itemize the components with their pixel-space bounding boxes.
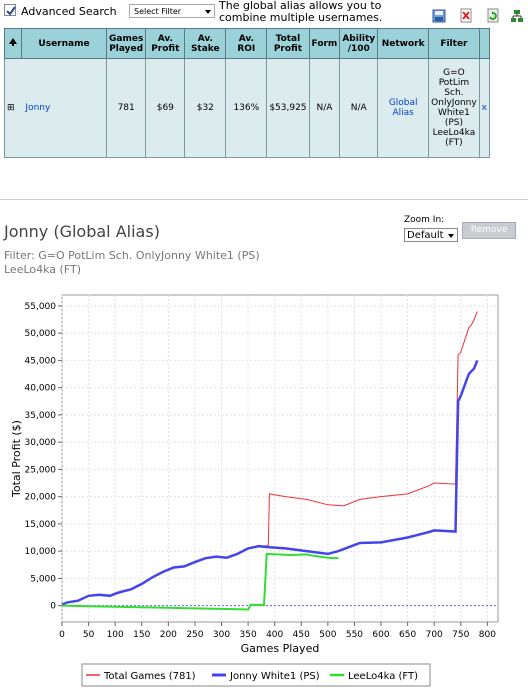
x-tick-label: 500 [319, 630, 336, 640]
table-header-row: Username Games Played Av. Profit Av. Sta… [4, 28, 491, 59]
section-divider [0, 199, 528, 200]
y-tick-label: 35,000 [25, 411, 57, 421]
x-tick-label: 250 [186, 630, 203, 640]
table-row: ⊞ Jonny 781 $69 $32 136% $53,925 N/A N/A… [4, 58, 491, 158]
checkmark-icon [6, 6, 16, 16]
chevron-down-icon [448, 234, 454, 238]
expand-icon[interactable]: ⊞ [7, 103, 15, 113]
username-link[interactable]: Jonny [25, 103, 51, 113]
alias-note: The global alias allows you to combine m… [219, 0, 383, 24]
column-header-username[interactable]: Username [21, 28, 107, 59]
y-tick-label: 0 [50, 602, 56, 612]
column-header-av-profit[interactable]: Av. Profit [145, 28, 186, 59]
column-header-filter[interactable]: Filter [428, 28, 480, 59]
y-tick-label: 10,000 [25, 547, 57, 557]
sort-column-header[interactable] [4, 28, 22, 59]
form-cell: N/A [308, 58, 341, 158]
y-axis-label: Total Profit ($) [10, 420, 23, 498]
column-header-av-stake[interactable]: Av. Stake [184, 28, 227, 59]
chart-title: Jonny (Global Alias) [4, 222, 160, 241]
av-roi-cell: 136% [225, 58, 268, 158]
filter-select[interactable]: Select Filter [129, 4, 215, 18]
remove-button[interactable]: Remove [462, 222, 516, 239]
advanced-search-checkbox[interactable] [4, 4, 16, 16]
y-tick-label: 25,000 [25, 465, 57, 475]
x-tick-label: 300 [213, 630, 230, 640]
x-tick-label: 100 [107, 630, 124, 640]
ability-cell: N/A [339, 58, 379, 158]
column-header-av-roi[interactable]: Av. ROI [225, 28, 268, 59]
column-header-games-played[interactable]: Games Played [105, 28, 147, 59]
x-tick-label: 750 [452, 630, 469, 640]
column-header-ability[interactable]: Ability /100 [339, 28, 379, 59]
x-tick-label: 550 [346, 630, 363, 640]
chevron-down-icon [205, 10, 211, 14]
x-axis-label: Games Played [241, 642, 320, 655]
total-profit-cell: $53,925 [266, 58, 310, 158]
legend-label: Total Games (781) [103, 671, 196, 682]
column-header-network[interactable]: Network [377, 28, 430, 59]
y-tick-label: 15,000 [25, 520, 57, 530]
x-tick-label: 450 [293, 630, 310, 640]
y-tick-label: 45,000 [25, 356, 57, 366]
y-tick-label: 20,000 [25, 493, 57, 503]
column-header-form[interactable]: Form [308, 28, 341, 59]
sort-up-icon [9, 38, 17, 46]
x-tick-label: 650 [399, 630, 416, 640]
plot-area [61, 294, 499, 623]
series-line-3 [61, 552, 339, 611]
x-tick-label: 400 [266, 630, 283, 640]
series-line-2 [61, 359, 479, 606]
column-header-total-profit[interactable]: Total Profit [266, 28, 310, 59]
column-header-remove [478, 28, 491, 59]
av-profit-cell: $69 [145, 58, 186, 158]
advanced-search-label: Advanced Search [21, 5, 117, 18]
delete-icon[interactable] [459, 8, 473, 24]
y-tick-label: 30,000 [25, 438, 57, 448]
y-tick-label: 50,000 [25, 329, 57, 339]
x-tick-label: 150 [133, 630, 150, 640]
x-tick-label: 350 [240, 630, 257, 640]
profit-chart: 0 50 100 150 200 250 300 350 400 450 500 550 600 650 7… [10, 294, 499, 687]
x-tick-label: 800 [479, 630, 496, 640]
y-tick-label: 5,000 [30, 574, 56, 584]
y-tick-label: 40,000 [25, 384, 57, 394]
save-icon[interactable] [432, 8, 446, 24]
zoom-select-value: Default [407, 230, 444, 241]
username-cell: ⊞ Jonny [4, 58, 107, 158]
top-toolbar: Advanced Search Select Filter The global… [0, 0, 528, 28]
players-table: Username Games Played Av. Profit Av. Sta… [4, 28, 491, 158]
av-stake-cell: $32 [184, 58, 227, 158]
x-tick-label: 200 [160, 630, 177, 640]
legend-label: Jonny White1 (PS) [229, 671, 320, 682]
filter-select-value: Select Filter [134, 7, 182, 16]
network-link[interactable]: Global Alias [377, 58, 430, 158]
games-played-cell: 781 [105, 58, 147, 158]
zoom-select[interactable]: Default [404, 228, 458, 242]
chart-filter-text: Filter: G=O PotLim Sch. OnlyJonny White1… [4, 249, 260, 276]
x-tick-label: 50 [83, 630, 95, 640]
x-tick-label: 0 [59, 630, 65, 640]
network-icon[interactable] [510, 8, 524, 24]
filter-cell: G=O PotLim Sch. OnlyJonny White1 (PS) Le… [428, 58, 480, 158]
x-tick-label: 600 [372, 630, 389, 640]
refresh-icon[interactable] [486, 8, 500, 24]
remove-row-link[interactable]: x [478, 58, 491, 158]
x-tick-label: 700 [426, 630, 443, 640]
y-tick-label: 55,000 [25, 302, 57, 312]
legend-label: LeeLo4ka (FT) [348, 671, 418, 682]
legend-box [81, 663, 431, 687]
zoom-label: Zoom In: [404, 215, 445, 225]
